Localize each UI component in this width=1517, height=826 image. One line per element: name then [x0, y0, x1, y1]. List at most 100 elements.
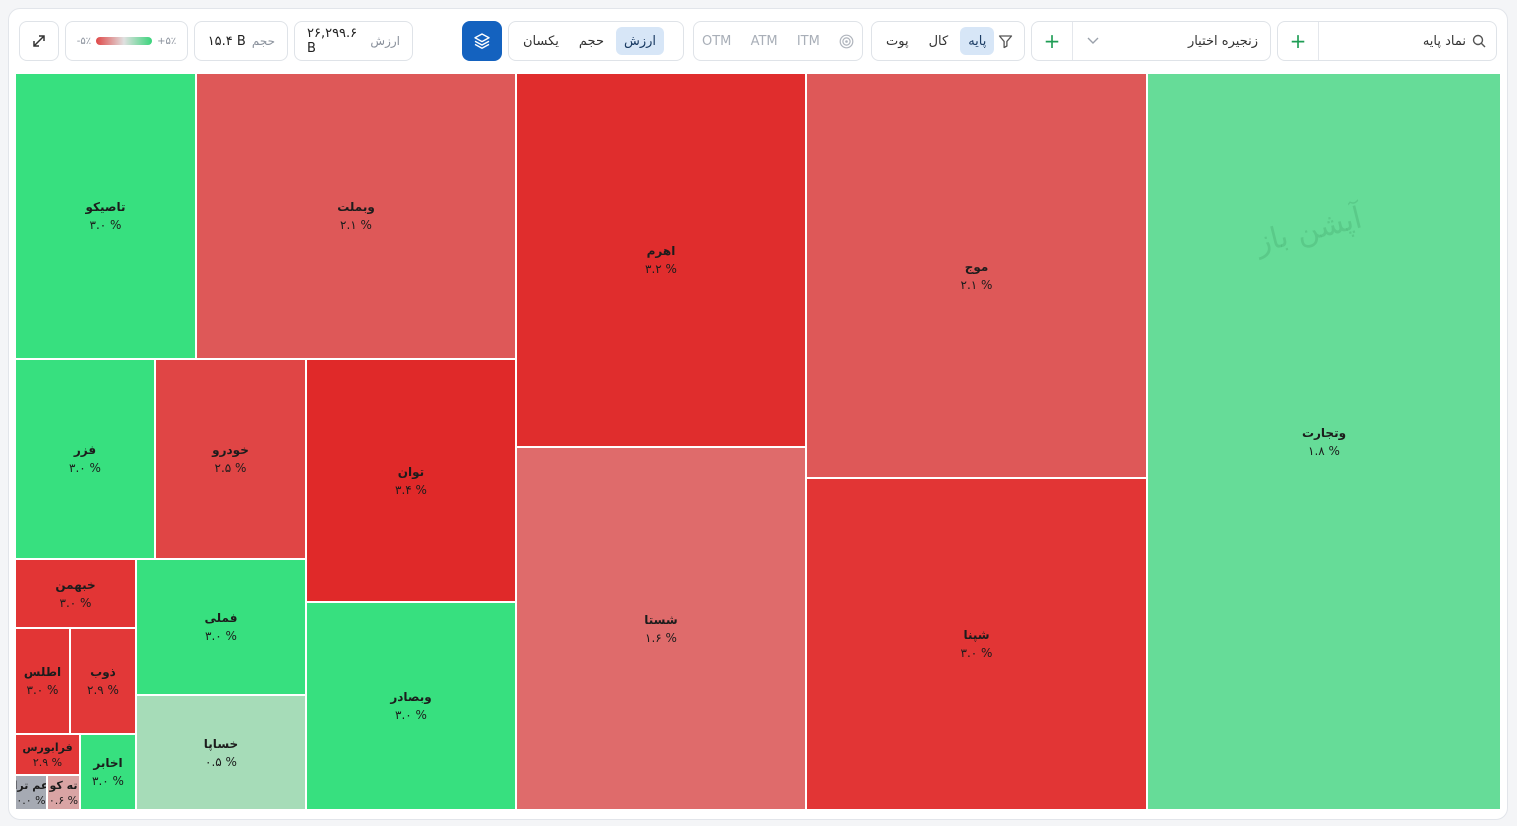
tile-change: ۲.۵ %: [214, 461, 247, 475]
treemap-tile[interactable]: اطلس ۳.۰ %: [15, 628, 70, 734]
layers-icon: [474, 33, 490, 49]
fullscreen-button[interactable]: [19, 21, 59, 61]
tile-change: ۰.۰ %: [16, 793, 46, 807]
total-value-stat: ۲۶,۲۹۹.۶ B ارزش: [294, 21, 413, 61]
chain-dropdown[interactable]: زنجیره اختیار: [1073, 34, 1270, 49]
legend-gradient: [96, 37, 153, 45]
treemap-tile[interactable]: فزر ۳.۰ %: [15, 359, 155, 559]
treemap-tile[interactable]: شستا ۱.۶ %: [516, 447, 806, 810]
tile-change: ۱.۶ %: [645, 630, 677, 645]
tile-change: ۲.۹ %: [87, 683, 119, 697]
treemap-tile[interactable]: شپنا ۳.۰ %: [806, 478, 1147, 810]
treemap-tile[interactable]: وتجارت ۱.۸ %: [1147, 73, 1501, 810]
total-value-label: ارزش: [370, 34, 400, 48]
filter-atm[interactable]: ATM: [750, 33, 778, 49]
filter-itm[interactable]: ITM: [796, 33, 820, 49]
tile-symbol: خساپا: [203, 736, 239, 751]
tile-symbol: فزر: [73, 443, 97, 457]
tile-symbol: وبصادر: [390, 690, 432, 704]
tile-change: ۰.۶ %: [48, 793, 79, 807]
tile-symbol: توان: [397, 464, 425, 479]
mode-value[interactable]: ارزش: [616, 27, 665, 55]
treemap-tile[interactable]: فملی ۳.۰ %: [136, 559, 306, 695]
treemap-tile[interactable]: عم ترا ۰.۰ %: [15, 775, 47, 810]
treemap-tile[interactable]: خبهمن ۳.۰ %: [15, 559, 136, 628]
size-mode-group: یکسان حجم ارزش: [508, 21, 684, 61]
tile-symbol: ذوب: [90, 665, 116, 679]
tile-change: ۰.۵ %: [205, 754, 237, 769]
tile-symbol: شستا: [644, 612, 678, 627]
search-icon: [1472, 34, 1486, 48]
tile-symbol: خبهمن: [55, 577, 96, 592]
tile-change: ۲.۱ %: [960, 277, 993, 292]
treemap-tile[interactable]: فرابورس ۲.۹ %: [15, 734, 80, 775]
search-placeholder: نماد پایه: [1422, 33, 1466, 49]
treemap-tile[interactable]: اهرم ۳.۲ %: [516, 73, 806, 447]
total-volume-label: حجم: [251, 34, 275, 48]
chain-label: زنجیره اختیار: [1187, 33, 1258, 49]
treemap-tile[interactable]: تاصیکو ۳.۰ %: [15, 73, 196, 359]
plus-icon: +: [1043, 29, 1061, 53]
treemap-tile[interactable]: توان ۳.۴ %: [306, 359, 516, 602]
filter-otm[interactable]: OTM: [702, 33, 732, 49]
tile-change: ۳.۰ %: [89, 218, 122, 232]
treemap-tile[interactable]: وبصادر ۳.۰ %: [306, 602, 516, 810]
total-value-amount: ۲۶,۲۹۹.۶ B: [307, 26, 358, 56]
plus-icon: +: [1289, 29, 1307, 53]
legend-max: +۵٪: [157, 35, 177, 47]
tile-symbol: فرابورس: [22, 740, 73, 754]
tile-change: ۳.۲ %: [645, 262, 677, 276]
tile-change: ۲.۹ %: [32, 755, 63, 769]
tile-symbol: وبملت: [337, 200, 375, 214]
treemap-tile[interactable]: خساپا ۰.۵ %: [136, 695, 306, 810]
tile-change: ۳.۰ %: [69, 461, 101, 475]
tile-change: ۳.۴ %: [395, 482, 427, 497]
mode-volume[interactable]: حجم: [578, 33, 604, 49]
tile-symbol: ته کو: [49, 778, 78, 792]
filter-put[interactable]: پوت: [886, 33, 909, 49]
layers-button[interactable]: [462, 21, 502, 61]
symbol-search: + نماد پایه: [1277, 21, 1497, 61]
treemap-tile[interactable]: اخابر ۳.۰ %: [80, 734, 136, 810]
filter-icon: [999, 34, 1013, 48]
search-input[interactable]: نماد پایه: [1319, 34, 1496, 49]
expand-icon: [33, 35, 45, 47]
tile-symbol: عم ترا: [15, 778, 47, 792]
tile-symbol: خودرو: [212, 443, 249, 457]
treemap-tile[interactable]: ذوب ۲.۹ %: [70, 628, 136, 734]
tile-symbol: اهرم: [646, 244, 676, 258]
tile-change: ۳.۰ %: [960, 646, 993, 660]
tile-symbol: فملی: [204, 611, 238, 625]
tile-symbol: موج: [964, 259, 989, 274]
filter-call[interactable]: کال: [928, 33, 949, 49]
treemap-tile[interactable]: وبملت ۲.۱ %: [196, 73, 516, 359]
tile-change: ۳.۰ %: [59, 595, 92, 610]
color-legend: -۵٪ +۵٪: [65, 21, 188, 61]
option-chain-select: + زنجیره اختیار: [1031, 21, 1271, 61]
type-filter-group: پوت کال پایه: [871, 21, 1025, 61]
target-icon: [839, 34, 854, 48]
tile-change: ۱.۸ %: [1308, 443, 1340, 458]
treemap-tile[interactable]: خودرو ۲.۵ %: [155, 359, 306, 559]
filter-underlying[interactable]: پایه: [960, 27, 995, 55]
treemap-tile[interactable]: ته کو ۰.۶ %: [47, 775, 80, 810]
tile-symbol: وتجارت: [1301, 425, 1347, 440]
tile-symbol: شپنا: [963, 628, 990, 642]
tile-change: ۳.۰ %: [395, 708, 427, 722]
add-symbol-button[interactable]: +: [1278, 22, 1319, 60]
tile-symbol: اطلس: [23, 665, 62, 679]
tile-change: ۲.۱ %: [340, 218, 372, 232]
tile-symbol: تاصیکو: [85, 200, 126, 214]
tile-change: ۳.۰ %: [92, 774, 124, 788]
moneyness-filter-group: OTM ATM ITM: [693, 21, 863, 61]
legend-min: -۵٪: [76, 35, 92, 47]
add-chain-button[interactable]: +: [1032, 22, 1073, 60]
total-volume-stat: ۱۵.۴ B حجم: [194, 21, 288, 61]
chevron-down-icon: [1087, 37, 1099, 44]
treemap-tile[interactable]: موج ۲.۱ %: [806, 73, 1147, 478]
mode-equal[interactable]: یکسان: [523, 33, 559, 49]
tile-change: ۳.۰ %: [205, 629, 237, 643]
tile-change: ۳.۰ %: [26, 683, 59, 697]
tile-symbol: اخابر: [93, 756, 123, 770]
